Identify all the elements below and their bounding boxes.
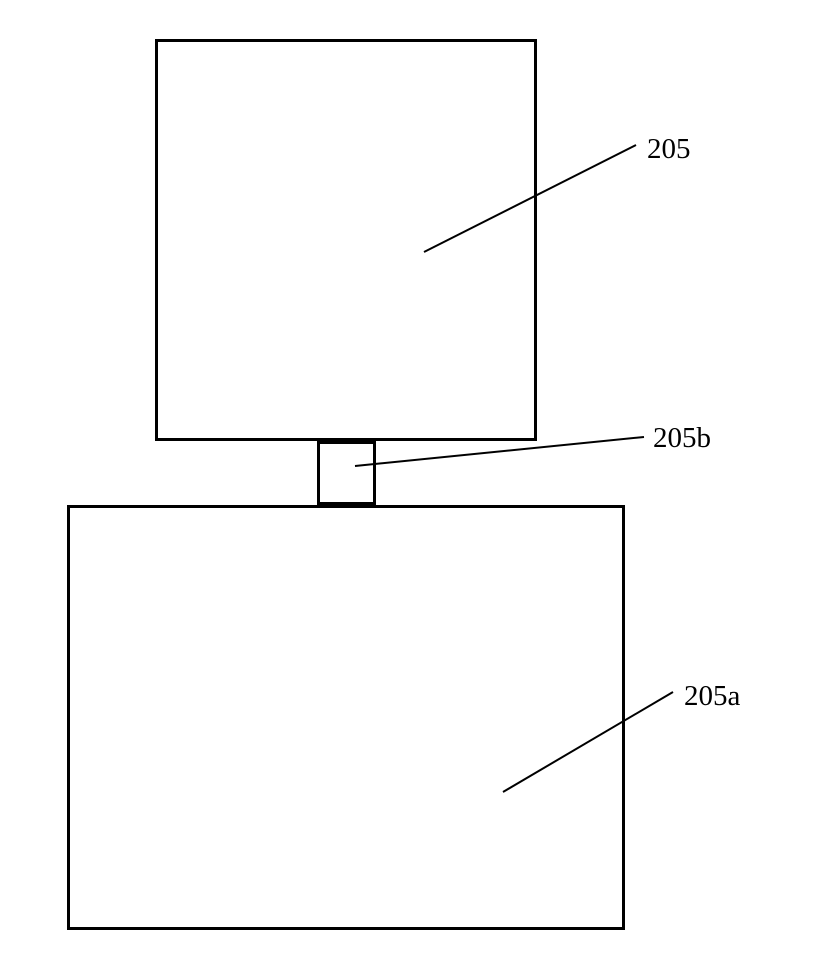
label-205b: 205b [653, 422, 711, 455]
shape-205 [155, 39, 537, 441]
leader-line-205b [355, 437, 644, 466]
diagram-container: 205 205b 205a [0, 0, 829, 974]
label-205: 205 [647, 133, 691, 166]
shape-205b [317, 441, 376, 505]
label-205a: 205a [684, 680, 740, 713]
shape-205a [67, 505, 625, 930]
